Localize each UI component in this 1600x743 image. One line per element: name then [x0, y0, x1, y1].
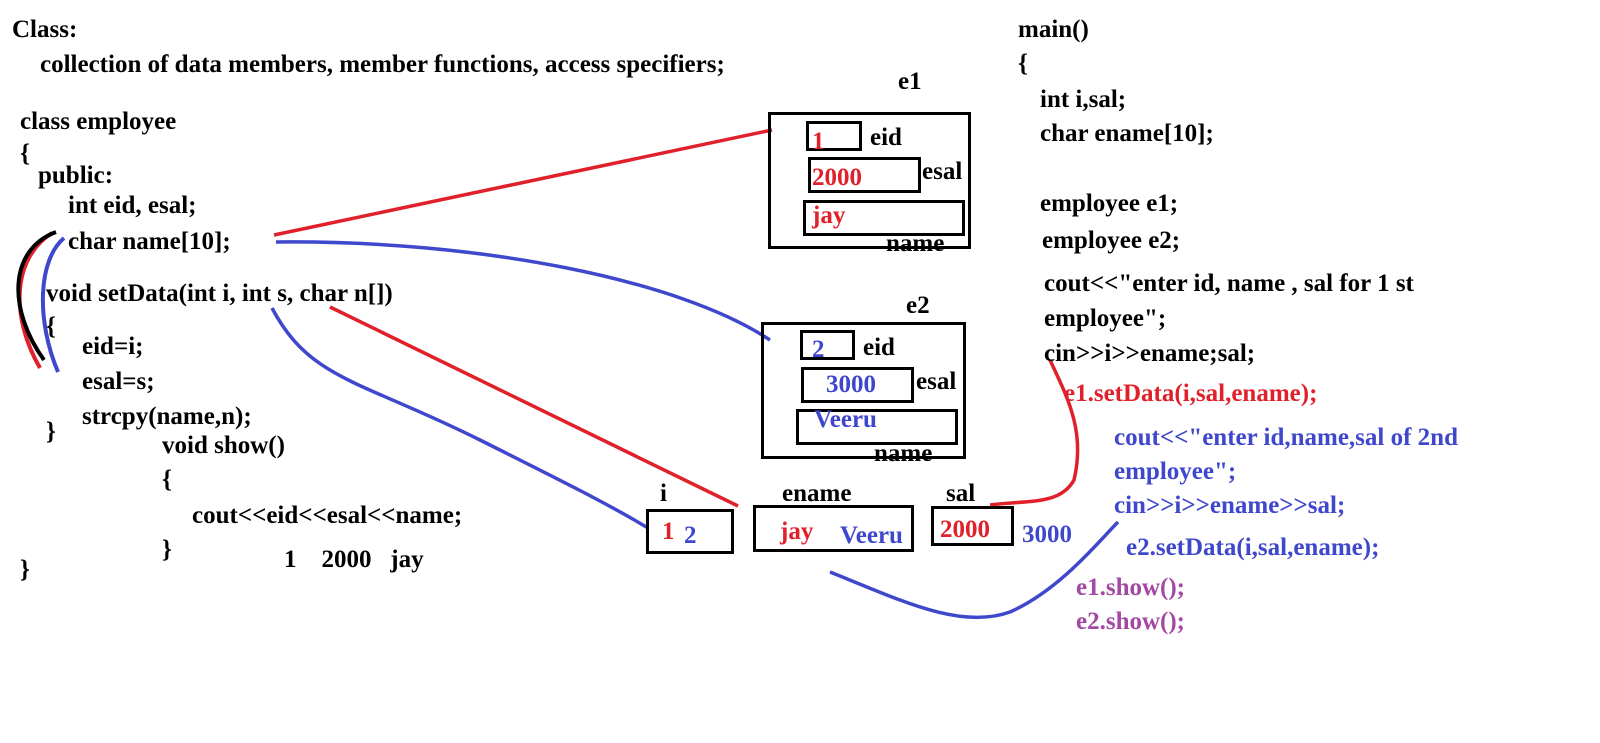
e1-eid-value: 1 — [812, 128, 825, 156]
e1-name-value: jay — [812, 202, 845, 230]
assign-eid: eid=i; — [82, 333, 143, 361]
e2-eid-cell — [800, 330, 855, 360]
e2-name-label: name — [874, 440, 932, 468]
class-heading: Class: — [12, 16, 77, 44]
main-decl-e1: employee e1; — [1040, 190, 1178, 218]
main-e1-show: e1.show(); — [1076, 574, 1185, 602]
assign-esal: esal=s; — [82, 368, 155, 396]
main-cout2-line2: employee"; — [1114, 458, 1236, 486]
main-cout1-line2: employee"; — [1044, 305, 1166, 333]
local-i-value-2: 2 — [684, 522, 697, 550]
local-ename-value-2: Veeru — [840, 522, 903, 550]
e2-name-value: Veeru — [814, 406, 877, 434]
e2-label: e2 — [906, 292, 930, 320]
char-member: char name[10]; — [68, 228, 231, 256]
show-open-brace: { — [162, 466, 172, 494]
main-decl-char: char ename[10]; — [1040, 120, 1214, 148]
setdata-close-brace: } — [46, 418, 56, 446]
main-decl-e2: employee e2; — [1042, 227, 1180, 255]
e1-esal-value: 2000 — [812, 164, 862, 192]
blue-line-i-to-local — [272, 308, 648, 528]
class-open-brace: { — [20, 140, 30, 168]
class-definition: collection of data members, member funct… — [40, 51, 725, 79]
class-declaration: class employee — [20, 108, 176, 136]
local-ename-label: ename — [782, 480, 851, 508]
local-i-value-1: 1 — [662, 518, 675, 546]
e1-name-label: name — [886, 230, 944, 258]
e2-esal-label: esal — [916, 368, 956, 396]
setdata-signature: void setData(int i, int s, char n[]) — [46, 280, 393, 308]
main-call-e2-setdata: e2.setData(i,sal,ename); — [1126, 534, 1379, 562]
main-cin2: cin>>i>>ename>>sal; — [1114, 492, 1345, 520]
red-line-s-to-sal — [330, 307, 738, 506]
e2-eid-value: 2 — [812, 336, 825, 364]
main-cin1: cin>>i>>ename;sal; — [1044, 340, 1255, 368]
main-call-e1-setdata: e1.setData(i,sal,ename); — [1064, 380, 1317, 408]
local-i-label: i — [660, 480, 667, 508]
local-sal-label: sal — [946, 480, 975, 508]
main-signature: main() — [1018, 16, 1089, 44]
main-cout2-line1: cout<<"enter id,name,sal of 2nd — [1114, 424, 1458, 452]
e1-label: e1 — [898, 68, 922, 96]
main-decl-int: int i,sal; — [1040, 86, 1126, 114]
e1-eid-label: eid — [870, 124, 902, 152]
e2-esal-value: 3000 — [826, 371, 876, 399]
int-members: int eid, esal; — [68, 192, 196, 220]
setdata-open-brace: { — [46, 313, 56, 341]
show-close-brace: } — [162, 536, 172, 564]
show-output: 1 2000 jay — [284, 546, 424, 574]
local-sal-value-2: 3000 — [1022, 521, 1072, 549]
main-e2-show: e2.show(); — [1076, 608, 1185, 636]
public-label: public: — [38, 162, 113, 190]
e1-esal-label: esal — [922, 158, 962, 186]
e2-eid-label: eid — [863, 334, 895, 362]
local-sal-value-1: 2000 — [940, 516, 990, 544]
red-line-name-to-e1 — [274, 130, 772, 235]
main-cout1-line1: cout<<"enter id, name , sal for 1 st — [1044, 270, 1414, 298]
show-cout: cout<<eid<<esal<<name; — [192, 502, 462, 530]
show-signature: void show() — [162, 432, 285, 460]
local-ename-value-1: jay — [780, 518, 813, 546]
main-open-brace: { — [1018, 50, 1028, 78]
strcpy-line: strcpy(name,n); — [82, 403, 252, 431]
class-close-brace: } — [20, 556, 30, 584]
